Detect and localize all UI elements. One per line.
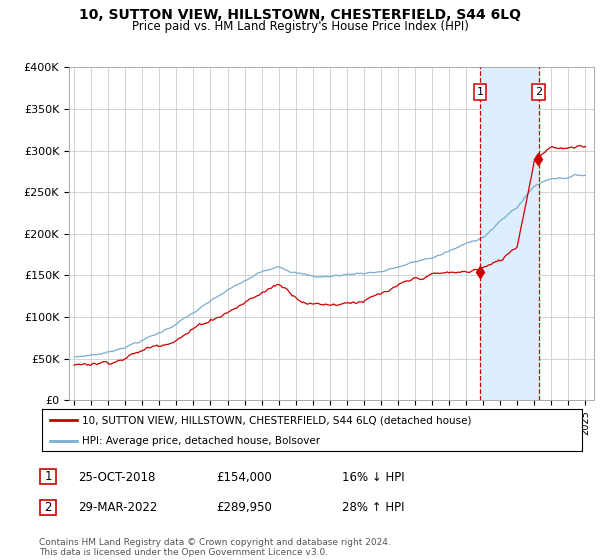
Bar [480,67,539,400]
Text: 1: 1 [44,470,52,483]
FancyBboxPatch shape [40,469,56,484]
Text: HPI: Average price, detached house, Bolsover: HPI: Average price, detached house, Bols… [83,436,320,446]
Text: 10, SUTTON VIEW, HILLSTOWN, CHESTERFIELD, S44 6LQ (detached house): 10, SUTTON VIEW, HILLSTOWN, CHESTERFIELD… [83,415,472,425]
Text: £154,000: £154,000 [216,470,272,484]
Text: £289,950: £289,950 [216,501,272,515]
Text: 28% ↑ HPI: 28% ↑ HPI [342,501,404,515]
Text: 29-MAR-2022: 29-MAR-2022 [78,501,157,515]
Text: Contains HM Land Registry data © Crown copyright and database right 2024.
This d: Contains HM Land Registry data © Crown c… [39,538,391,557]
Text: 16% ↓ HPI: 16% ↓ HPI [342,470,404,484]
Text: 1: 1 [476,87,484,97]
FancyBboxPatch shape [40,500,56,515]
Text: Price paid vs. HM Land Registry's House Price Index (HPI): Price paid vs. HM Land Registry's House … [131,20,469,33]
Text: 25-OCT-2018: 25-OCT-2018 [78,470,155,484]
Text: 2: 2 [535,87,542,97]
Text: 2: 2 [44,501,52,514]
Text: 10, SUTTON VIEW, HILLSTOWN, CHESTERFIELD, S44 6LQ: 10, SUTTON VIEW, HILLSTOWN, CHESTERFIELD… [79,8,521,22]
